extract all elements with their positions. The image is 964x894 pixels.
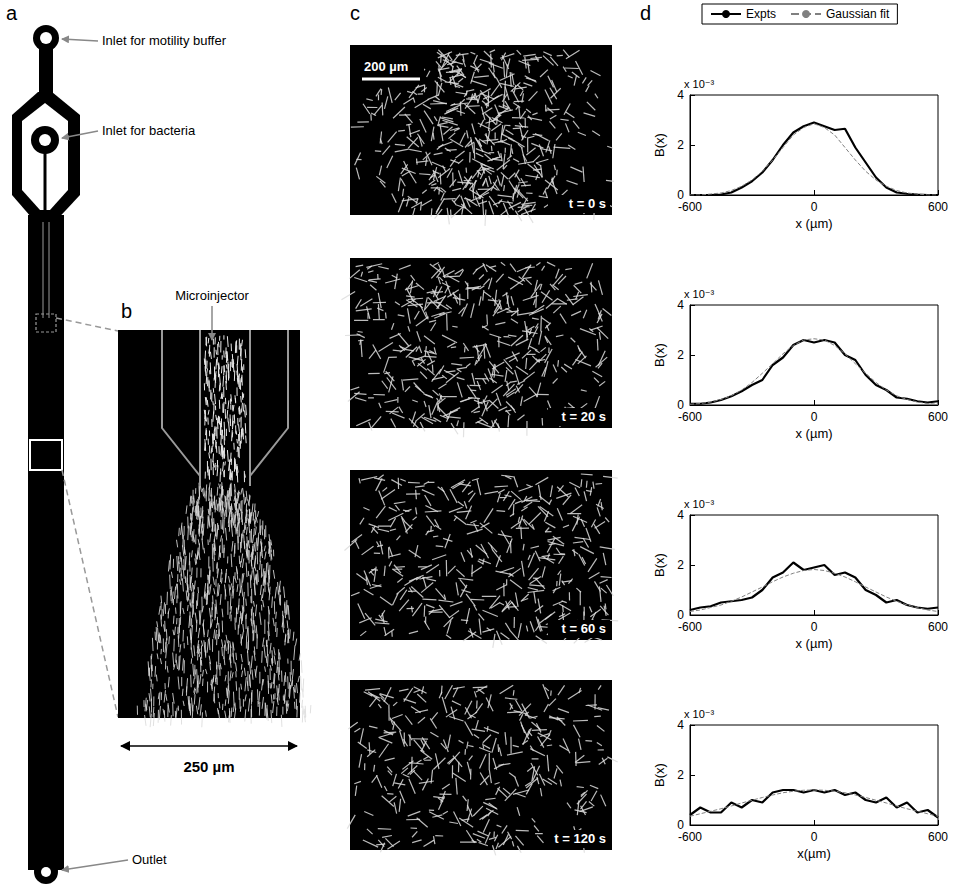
svg-text:x 10⁻³: x 10⁻³ (684, 498, 715, 510)
svg-text:200 µm: 200 µm (364, 59, 408, 74)
svg-text:t = 20 s: t = 20 s (562, 409, 606, 424)
svg-text:2: 2 (677, 138, 684, 152)
svg-text:2: 2 (677, 558, 684, 572)
svg-text:0: 0 (677, 188, 684, 202)
svg-text:Microinjector: Microinjector (175, 288, 249, 303)
svg-text:x (µm): x (µm) (795, 636, 832, 651)
svg-text:t = 60 s: t = 60 s (562, 621, 606, 636)
svg-text:4: 4 (677, 718, 684, 732)
svg-text:Gaussian fit: Gaussian fit (826, 7, 890, 21)
svg-text:Outlet: Outlet (132, 852, 167, 867)
svg-text:t = 120 s: t = 120 s (554, 831, 606, 846)
svg-text:x(µm): x(µm) (797, 846, 830, 861)
svg-text:600: 600 (928, 830, 948, 844)
svg-text:600: 600 (928, 620, 948, 634)
svg-text:Inlet for bacteria: Inlet for bacteria (102, 123, 196, 138)
svg-text:a: a (6, 2, 18, 24)
svg-text:t = 0 s: t = 0 s (569, 196, 606, 211)
svg-text:250 µm: 250 µm (183, 758, 234, 775)
svg-text:b: b (121, 300, 132, 322)
svg-text:0: 0 (677, 398, 684, 412)
svg-text:B(x): B(x) (652, 763, 667, 787)
svg-text:4: 4 (677, 88, 684, 102)
svg-text:0: 0 (811, 410, 818, 424)
svg-text:x (µm): x (µm) (795, 216, 832, 231)
svg-text:B(x): B(x) (652, 133, 667, 157)
svg-text:Expts: Expts (746, 7, 776, 21)
svg-text:4: 4 (677, 508, 684, 522)
svg-text:600: 600 (928, 200, 948, 214)
svg-text:Inlet for motility buffer: Inlet for motility buffer (102, 33, 227, 48)
svg-text:0: 0 (811, 620, 818, 634)
svg-text:d: d (640, 2, 651, 24)
svg-text:x (µm): x (µm) (795, 426, 832, 441)
svg-text:0: 0 (811, 200, 818, 214)
svg-text:x 10⁻³: x 10⁻³ (684, 288, 715, 300)
svg-text:-600: -600 (678, 620, 702, 634)
svg-text:0: 0 (677, 818, 684, 832)
svg-text:0: 0 (811, 830, 818, 844)
svg-text:4: 4 (677, 298, 684, 312)
svg-text:B(x): B(x) (652, 553, 667, 577)
svg-text:-600: -600 (678, 830, 702, 844)
svg-text:2: 2 (677, 768, 684, 782)
svg-text:x 10⁻³: x 10⁻³ (684, 78, 715, 90)
svg-text:2: 2 (677, 348, 684, 362)
svg-text:0: 0 (677, 608, 684, 622)
svg-text:600: 600 (928, 410, 948, 424)
svg-text:-600: -600 (678, 410, 702, 424)
svg-text:c: c (350, 2, 360, 24)
svg-text:B(x): B(x) (652, 343, 667, 367)
svg-text:x 10⁻³: x 10⁻³ (684, 708, 715, 720)
svg-text:-600: -600 (678, 200, 702, 214)
